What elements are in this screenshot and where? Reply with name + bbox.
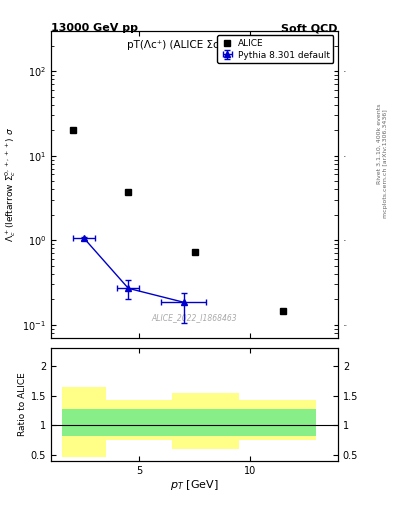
ALICE xyxy=(192,249,197,255)
Legend: ALICE, Pythia 8.301 default: ALICE, Pythia 8.301 default xyxy=(217,35,334,63)
Text: mcplots.cern.ch [arXiv:1306.3436]: mcplots.cern.ch [arXiv:1306.3436] xyxy=(383,110,387,218)
Text: Soft QCD: Soft QCD xyxy=(281,23,338,33)
Text: pT(Λc⁺) (ALICE Σc and Λc): pT(Λc⁺) (ALICE Σc and Λc) xyxy=(127,40,262,50)
ALICE xyxy=(281,308,285,314)
Text: 13000 GeV pp: 13000 GeV pp xyxy=(51,23,138,33)
ALICE xyxy=(126,189,131,195)
Y-axis label: $\Lambda_c^+$(leftarrow $\Sigma_c^{0,+,++}$) $\sigma$: $\Lambda_c^+$(leftarrow $\Sigma_c^{0,+,+… xyxy=(3,127,18,242)
Y-axis label: Ratio to ALICE: Ratio to ALICE xyxy=(18,373,27,436)
Line: ALICE: ALICE xyxy=(70,127,286,315)
X-axis label: $p_T$ [GeV]: $p_T$ [GeV] xyxy=(170,478,219,493)
Text: Rivet 3.1.10, 400k events: Rivet 3.1.10, 400k events xyxy=(377,103,382,184)
Text: ALICE_2022_I1868463: ALICE_2022_I1868463 xyxy=(152,313,237,323)
ALICE xyxy=(71,127,75,133)
